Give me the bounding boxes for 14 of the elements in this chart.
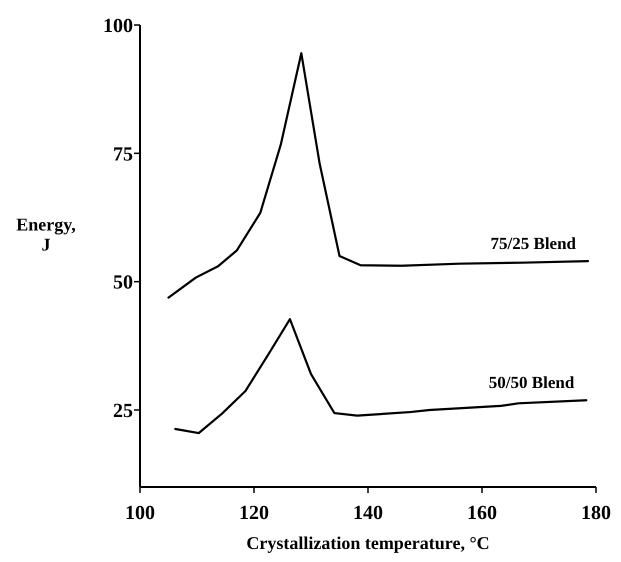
y-tick-label: 25: [113, 400, 133, 422]
x-tick-label: 120: [239, 502, 269, 524]
y-tick-label: 100: [103, 15, 133, 37]
y-tick-label: 50: [113, 272, 133, 294]
y-tick-label: 75: [113, 143, 133, 166]
series-label: 50/50 Blend: [488, 373, 575, 392]
x-axis-title: Crystallization temperature, °C: [246, 533, 490, 553]
x-tick-label: 180: [581, 502, 611, 524]
line-series: [167, 52, 590, 299]
y-axis-title: Energy, J: [16, 214, 76, 254]
x-tick-label: 140: [353, 502, 383, 524]
x-tick-label: 160: [467, 502, 497, 524]
series-label: 75/25 Blend: [490, 234, 577, 254]
line-series: [174, 318, 588, 434]
